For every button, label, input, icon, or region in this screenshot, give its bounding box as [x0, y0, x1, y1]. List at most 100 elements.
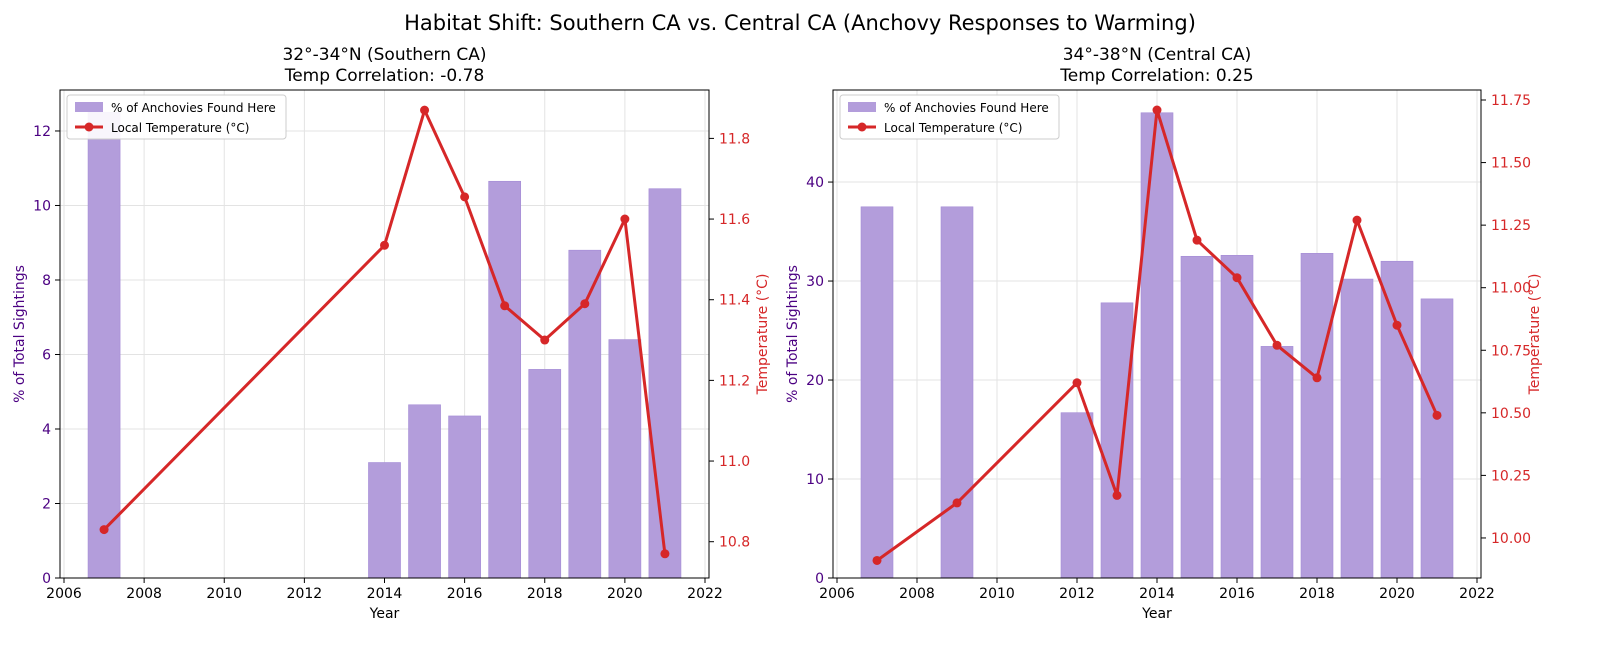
temperature-point	[380, 240, 389, 250]
chart-title: 32°-34°N (Southern CA)	[282, 45, 486, 65]
y-tick-label: 10	[33, 198, 51, 214]
bar	[648, 188, 682, 579]
bar	[1340, 278, 1374, 579]
y-axis-label: % of Total Sightings	[785, 265, 801, 403]
bar	[608, 339, 642, 579]
legend-line-marker	[857, 122, 867, 132]
legend-bar-label: % of Anchovies Found Here	[884, 101, 1049, 115]
temperature-point	[1232, 273, 1242, 283]
temperature-line	[876, 108, 1439, 562]
bar	[1140, 112, 1174, 579]
y-tick-label: 12	[33, 124, 51, 140]
y-tick-label: 20	[806, 373, 824, 389]
temperature-point	[99, 525, 109, 535]
x-tick-label: 2010	[979, 586, 1015, 602]
x-tick-label: 2010	[206, 586, 242, 602]
y2-tick-label: 11.4	[719, 293, 750, 309]
bar	[368, 462, 401, 579]
chart-title: 34°-38°N (Central CA)	[1063, 45, 1252, 65]
y2-tick-label: 11.25	[1491, 218, 1531, 234]
y-tick-label: 10	[806, 472, 824, 488]
x-tick-label: 2008	[126, 586, 162, 602]
y2-axis-label: Temperature (°C)	[1527, 274, 1543, 396]
x-tick-label: 2012	[1059, 586, 1095, 602]
y-tick-label: 30	[806, 274, 824, 290]
bar	[1220, 255, 1254, 579]
y-tick-label: 0	[42, 571, 51, 587]
y-tick-label: 40	[806, 175, 824, 191]
x-axis-label: Year	[369, 606, 400, 622]
x-tick-label: 2018	[527, 586, 563, 602]
legend-line-label: Local Temperature (°C)	[111, 121, 250, 135]
temperature-point	[1152, 105, 1162, 115]
temperature-point	[620, 214, 630, 224]
legend-box	[66, 94, 287, 140]
legend-bar-swatch	[848, 102, 876, 112]
temperature-point	[872, 555, 882, 565]
bar	[940, 206, 974, 579]
temperature-point	[460, 192, 470, 202]
x-tick-label: 2020	[607, 586, 643, 602]
y-tick-label: 4	[42, 422, 51, 438]
temperature-point	[1192, 235, 1202, 245]
bar	[528, 369, 562, 579]
chart-subtitle: Temp Correlation: -0.78	[284, 66, 485, 86]
y2-axis-label: Temperature (°C)	[755, 274, 771, 396]
y2-tick-label: 11.00	[1491, 281, 1531, 297]
y2-tick-label: 11.0	[719, 454, 750, 470]
bar	[1420, 298, 1454, 579]
y2-tick-label: 11.50	[1491, 156, 1531, 172]
temperature-point	[500, 301, 510, 311]
chart-southern-ca: 32°-34°N (Southern CA)Temp Correlation: …	[12, 45, 771, 622]
temperature-point	[952, 498, 962, 508]
y2-tick-label: 10.75	[1491, 343, 1531, 359]
x-tick-label: 2008	[899, 586, 935, 602]
y2-tick-label: 11.2	[719, 373, 750, 389]
x-tick-label: 2006	[46, 586, 82, 602]
x-tick-label: 2006	[819, 586, 855, 602]
x-tick-label: 2022	[1459, 586, 1495, 602]
x-axis-label: Year	[1141, 606, 1172, 622]
temperature-point	[1112, 490, 1122, 500]
temperature-point	[1432, 410, 1442, 420]
y2-tick-label: 10.50	[1491, 406, 1531, 422]
legend-bar-label: % of Anchovies Found Here	[111, 101, 276, 115]
x-tick-label: 2016	[447, 586, 483, 602]
temperature-point	[1272, 340, 1282, 350]
bar	[1100, 302, 1134, 579]
bar	[1300, 253, 1334, 579]
y-tick-label: 0	[815, 571, 824, 587]
bar	[488, 180, 522, 579]
bar	[1380, 260, 1414, 579]
temperature-point	[420, 105, 430, 115]
figure-title: Habitat Shift: Southern CA vs. Central C…	[404, 11, 1196, 35]
bar	[87, 112, 121, 579]
bar	[1060, 412, 1094, 579]
legend-box	[839, 94, 1060, 140]
legend-bar-swatch	[75, 102, 103, 112]
temperature-point	[1352, 215, 1362, 225]
bar	[448, 415, 481, 579]
x-tick-label: 2018	[1299, 586, 1335, 602]
x-tick-label: 2014	[367, 586, 403, 602]
y2-tick-label: 11.8	[719, 131, 750, 147]
chart-central-ca: 34°-38°N (Central CA)Temp Correlation: 0…	[785, 45, 1543, 622]
x-tick-label: 2012	[287, 586, 323, 602]
y2-tick-label: 10.00	[1491, 531, 1531, 547]
y-tick-label: 2	[42, 496, 51, 512]
chart-subtitle: Temp Correlation: 0.25	[1059, 66, 1253, 86]
y2-tick-label: 11.6	[719, 212, 750, 228]
temperature-point	[1072, 378, 1082, 388]
y-axis-label: % of Total Sightings	[12, 265, 28, 403]
y2-tick-label: 10.25	[1491, 468, 1531, 484]
temperature-point	[540, 335, 550, 345]
bar	[1260, 346, 1294, 579]
y-tick-label: 6	[42, 347, 51, 363]
bar	[860, 206, 894, 579]
y2-tick-label: 11.75	[1491, 93, 1531, 109]
y2-tick-label: 10.8	[719, 535, 750, 551]
x-tick-label: 2014	[1139, 586, 1175, 602]
bar	[1180, 255, 1214, 579]
temperature-point	[660, 549, 670, 559]
